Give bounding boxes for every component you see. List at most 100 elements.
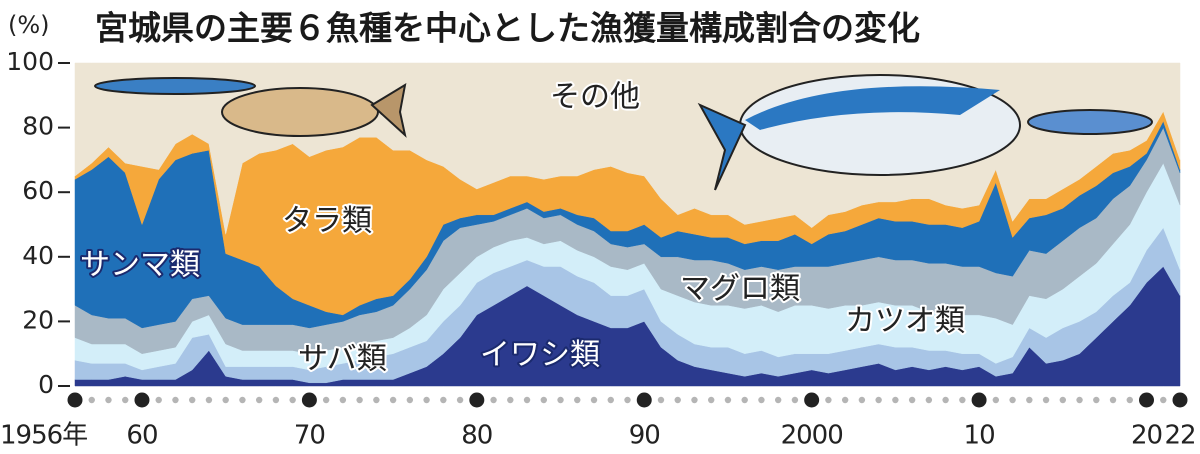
x-minor-dot: [322, 396, 330, 404]
x-minor-dot: [389, 396, 397, 404]
x-minor-dot: [574, 396, 581, 404]
x-minor-dot: [1126, 396, 1133, 404]
y-tick-label: 0: [38, 370, 54, 399]
x-tick: [301, 392, 317, 408]
x-minor-dot: [1109, 396, 1117, 404]
x-minor-dot: [490, 396, 497, 404]
x-minor-dot: [841, 396, 849, 404]
chart-title: 宮城県の主要６魚種を中心とした漁獲量構成割合の変化: [95, 9, 920, 48]
y-tick-label: 60: [22, 176, 54, 205]
x-minor-dot: [272, 396, 280, 404]
x-minor-dot: [239, 396, 246, 404]
x-minor-dot: [908, 396, 916, 404]
x-tick-label: 22: [1164, 421, 1195, 451]
series-label: サバ類: [298, 342, 387, 377]
illustrations: [94, 74, 1153, 191]
y-axis-label: (%): [8, 11, 50, 39]
fish-tara: [221, 87, 379, 137]
y-tick-label: 20: [22, 305, 54, 334]
x-minor-dot: [590, 396, 598, 404]
series-label: サンマ類: [80, 248, 200, 283]
x-tick: [636, 392, 652, 408]
fish-maguro-tail: [697, 102, 747, 191]
x-tick: [1139, 392, 1155, 408]
fish-sanma: [94, 77, 256, 95]
x-minor-dot: [507, 396, 514, 404]
x-minor-dot: [624, 396, 631, 404]
series-label: その他: [550, 80, 640, 115]
x-minor-dot: [356, 396, 363, 404]
y-tick-label: 100: [6, 47, 54, 76]
series-label: カツオ類: [845, 304, 965, 339]
x-minor-dot: [373, 396, 380, 404]
x-minor-dot: [205, 396, 213, 404]
x-minor-dot: [540, 396, 547, 404]
x-tick-label: 80: [461, 421, 492, 451]
x-minor-dot: [523, 396, 531, 404]
x-minor-dot: [892, 396, 899, 404]
x-minor-dot: [791, 396, 799, 404]
x-minor-dot: [1009, 396, 1016, 404]
series-label: マグロ類: [680, 272, 800, 307]
x-tick-label: 2000: [781, 421, 843, 451]
fish-iwashi: [1027, 109, 1153, 135]
x-minor-dot: [1076, 396, 1083, 404]
x-minor-dot: [708, 396, 715, 404]
series-label: タラ類: [282, 204, 372, 239]
x-minor-dot: [255, 396, 263, 404]
x-minor-dot: [691, 396, 698, 404]
x-minor-dot: [1042, 396, 1050, 404]
x-minor-dot: [423, 396, 430, 404]
x-minor-dot: [188, 396, 196, 404]
fish-tara-tail: [370, 82, 407, 138]
x-minor-dot: [825, 396, 832, 404]
x-minor-dot: [1026, 396, 1033, 404]
x-minor-dot: [858, 396, 866, 404]
x-tick: [469, 392, 485, 408]
x-minor-dot: [674, 396, 681, 404]
x-minor-dot: [992, 396, 1000, 404]
x-minor-dot: [122, 396, 129, 404]
x-tick-label: 90: [629, 421, 660, 451]
x-minor-dot: [942, 396, 949, 404]
x-tick: [804, 392, 820, 408]
x-minor-dot: [557, 396, 564, 404]
x-minor-dot: [105, 396, 112, 404]
series-labels: イワシ類 サバ類 カツオ類 マグロ類 サンマ類 タラ類 その他: [78, 78, 967, 379]
x-minor-dot: [607, 396, 614, 404]
x-minor-dot: [289, 396, 296, 404]
x-minor-dot: [657, 396, 665, 404]
x-minor-dot: [456, 396, 464, 404]
x-minor-dot: [406, 396, 414, 404]
series-label: イワシ類: [480, 338, 600, 373]
y-tick-label: 80: [22, 112, 54, 141]
x-minor-dot: [339, 396, 347, 404]
x-minor-dot: [222, 396, 229, 404]
x-tick: [971, 392, 987, 408]
x-minor-dot: [88, 396, 95, 404]
x-tick-label: 60: [126, 421, 157, 451]
fish-maguro-back: [745, 86, 1000, 130]
x-minor-dot: [1059, 396, 1067, 404]
x-tick: [134, 392, 150, 408]
x-minor-dot: [1093, 396, 1100, 404]
x-minor-dot: [440, 396, 447, 404]
x-tick-label: 10: [964, 421, 995, 451]
x-minor-dot: [774, 396, 782, 404]
x-tick-label: 1956年: [0, 421, 87, 451]
x-minor-dot: [758, 396, 765, 404]
x-minor-dot: [155, 396, 162, 404]
x-minor-dot: [959, 396, 966, 404]
x-minor-dot: [925, 396, 933, 404]
x-minor-dot: [724, 396, 732, 404]
x-tick-label: 20: [1131, 421, 1162, 451]
x-tick: [67, 392, 83, 408]
x-minor-dot: [875, 396, 882, 404]
y-tick-label: 40: [22, 241, 54, 270]
x-minor-dot: [172, 396, 179, 404]
x-minor-dot: [741, 396, 748, 404]
x-tick-label: 70: [294, 421, 325, 451]
x-tick: [1172, 392, 1188, 408]
